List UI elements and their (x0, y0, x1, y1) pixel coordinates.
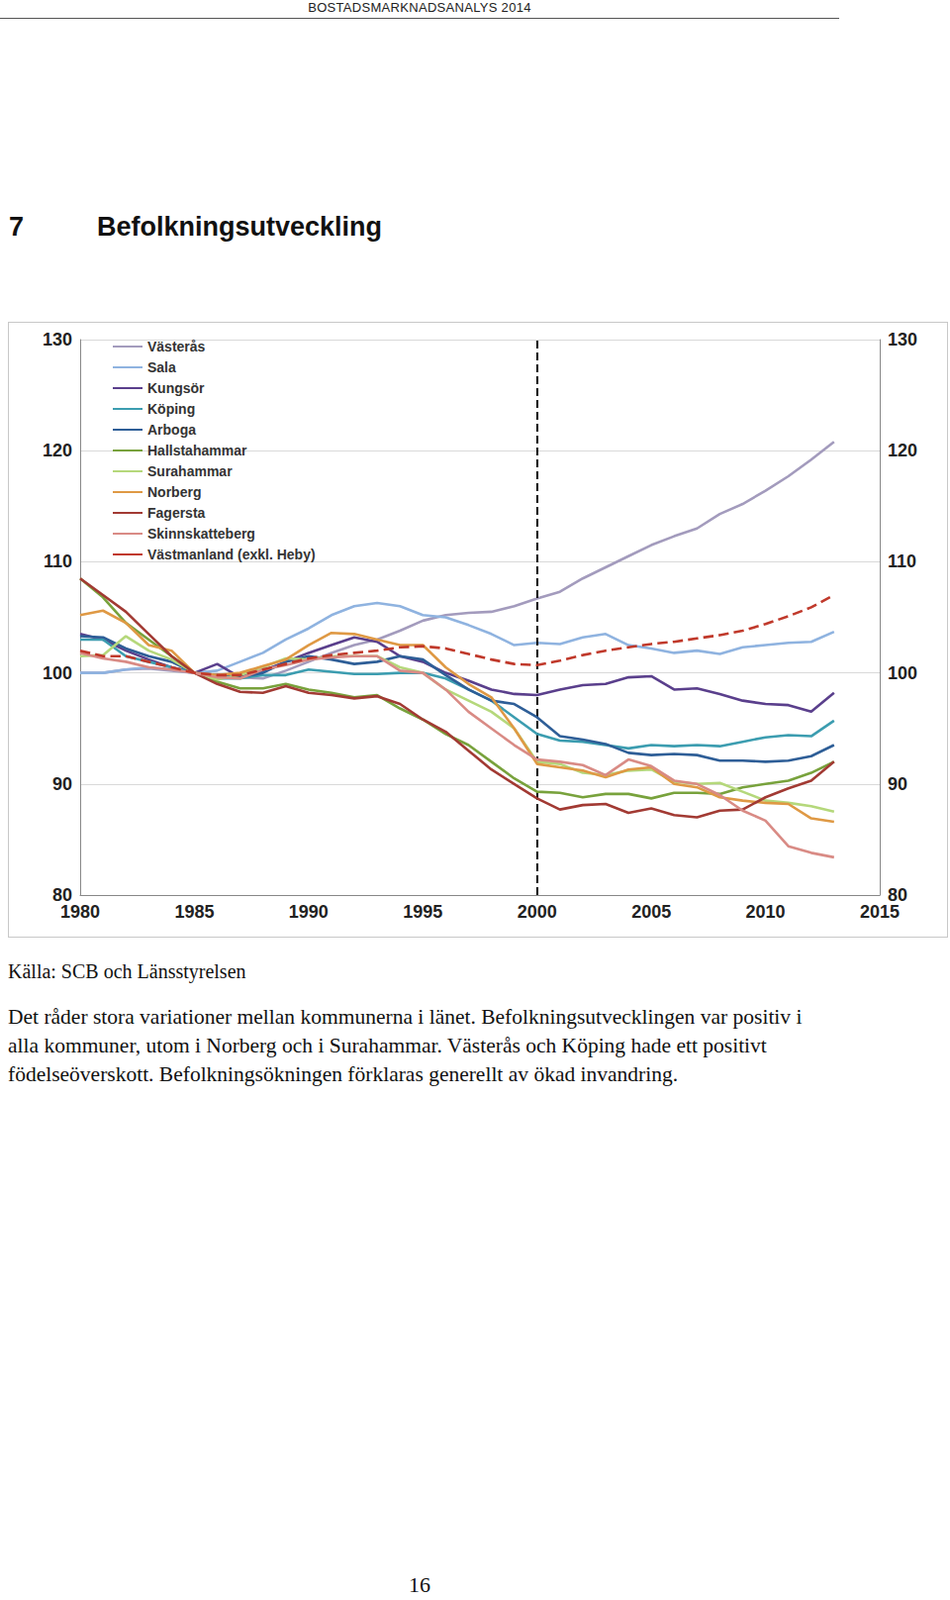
html-text:7: 7 (8, 211, 24, 242)
svg-text:Surahammar: Surahammar (147, 463, 233, 479)
svg-text:2000: 2000 (517, 901, 558, 922)
svg-text:100: 100 (887, 663, 918, 683)
svg-text:90: 90 (52, 773, 73, 794)
svg-text:Kungsör: Kungsör (147, 380, 205, 396)
svg-text:Västerås: Västerås (147, 338, 206, 355)
svg-text:80: 80 (887, 884, 908, 905)
svg-text:2015: 2015 (859, 901, 900, 922)
svg-text:Hallstahammar: Hallstahammar (147, 442, 248, 459)
svg-text:1985: 1985 (174, 901, 214, 922)
svg-text:110: 110 (887, 551, 917, 571)
svg-text:Köping: Köping (147, 400, 195, 417)
svg-text:1990: 1990 (288, 901, 329, 922)
svg-text:130: 130 (42, 329, 73, 350)
svg-text:2010: 2010 (746, 901, 786, 922)
svg-text:130: 130 (887, 329, 918, 350)
html-text:16: 16 (408, 1571, 431, 1597)
svg-text:Sala: Sala (147, 359, 177, 376)
svg-text:Norberg: Norberg (147, 483, 201, 500)
svg-text:Arboga: Arboga (147, 421, 196, 438)
svg-text:1995: 1995 (402, 901, 443, 922)
svg-text:2005: 2005 (631, 901, 671, 922)
html-text:Befolkningsutveckling: Befolkningsutveckling (96, 211, 383, 242)
svg-text:Fagersta: Fagersta (147, 504, 206, 521)
html-text:BOSTADSMARKNADSANALYS 2014: BOSTADSMARKNADSANALYS 2014 (307, 0, 532, 15)
svg-text:Västmanland (exkl. Heby): Västmanland (exkl. Heby) (147, 546, 316, 563)
html-text:Källa: SCB och Länsstyrelsen: Källa: SCB och Länsstyrelsen (7, 959, 246, 982)
svg-text:90: 90 (887, 773, 908, 794)
svg-text:120: 120 (887, 440, 918, 461)
svg-text:100: 100 (42, 663, 73, 683)
svg-text:1980: 1980 (60, 901, 100, 922)
svg-text:110: 110 (43, 551, 73, 571)
svg-text:80: 80 (52, 884, 73, 905)
svg-text:120: 120 (42, 440, 73, 461)
html-text:Det råder stora variationer me: Det råder stora variationer mellan kommu… (7, 1004, 802, 1086)
svg-text:Skinnskatteberg: Skinnskatteberg (147, 525, 256, 542)
